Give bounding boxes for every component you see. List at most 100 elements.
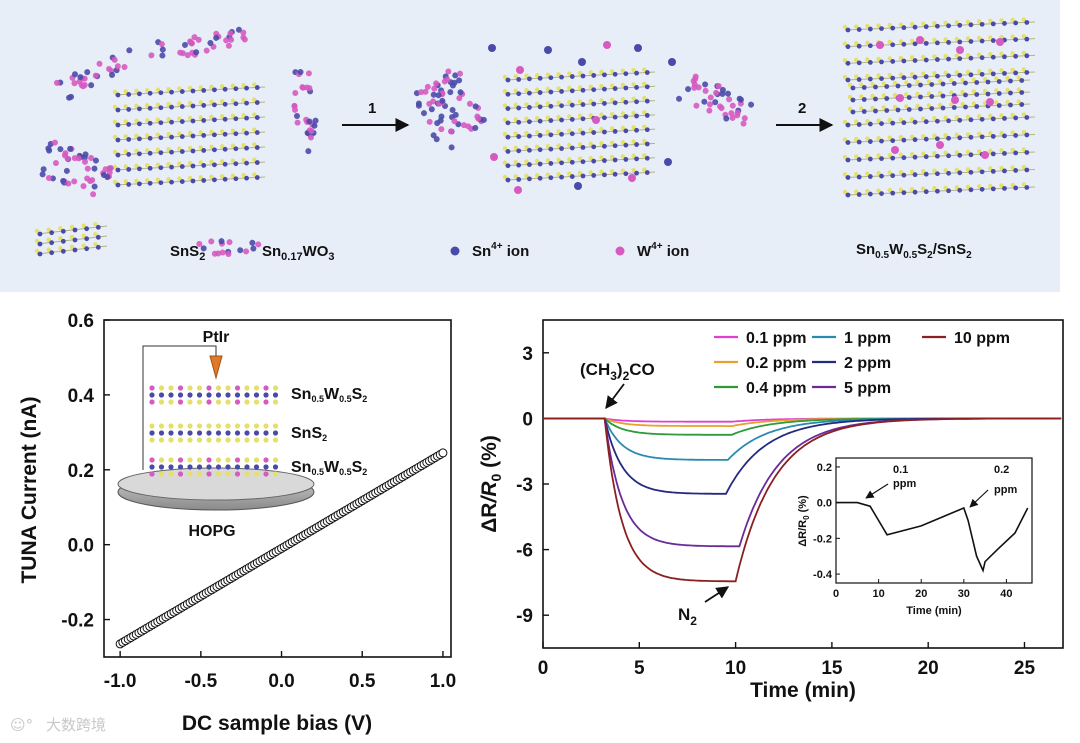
snwo3-cluster-top [148, 26, 248, 59]
ion-11 [664, 158, 672, 166]
inset-note-2b: ppm [994, 484, 1017, 496]
response-inset: 0 10 20 30 40 0.2 0.0 -0.2 -0.4 Time (min) ΔR/R0… [797, 457, 1033, 617]
ion-9 [574, 182, 582, 190]
iv-ytick-label: 0.0 [68, 536, 94, 557]
tuna-setup-inset: PtIr Sn0.5W0.5S2 SnS2 Sn0.5W0.5S2 HOPG [117, 329, 367, 540]
inset-xtick-label: 20 [915, 588, 927, 600]
layer-bot-label: Sn0.5W0.5S2 [291, 459, 367, 477]
ion-4 [516, 66, 524, 74]
w-site-3 [996, 38, 1004, 46]
w-site-4 [896, 94, 904, 102]
ion-3 [634, 44, 642, 52]
resp-xtick-label: 15 [821, 658, 843, 679]
ion-0 [488, 44, 496, 52]
legend-sns2-label: SnS2 [170, 243, 205, 263]
synthesis-schematic: 1 2 SnS2 Sn0.17WO3 Sn4+ ion W4+ ion Sn0.… [34, 17, 1036, 263]
watermark-text: 大数跨境 [46, 716, 106, 734]
inset-xtick-label: 40 [1000, 588, 1012, 600]
response-series [543, 417, 1062, 583]
iv-ytick-label: 0.2 [68, 461, 94, 482]
iv-xtick-label: 0.5 [349, 671, 376, 692]
resp-xtick-label: 20 [918, 658, 939, 679]
inset-layer-bot [149, 457, 279, 477]
snwo3-fragment-right [676, 73, 755, 127]
hetero-top-layers [842, 17, 1036, 83]
inset-note-2a: 0.2 [994, 464, 1009, 476]
inset-ytick-label: 0.2 [817, 462, 832, 474]
resp-ytick-label: 3 [522, 344, 533, 365]
iv-ylabel: TUNA Current (nA) [18, 396, 41, 583]
snwo3-cluster-icon [196, 238, 262, 258]
step-2-label: 2 [798, 100, 806, 117]
snwo3-fragment-left [413, 68, 487, 151]
resp-ytick-label: 0 [522, 409, 533, 430]
w-site-7 [891, 146, 899, 154]
n2-label: N2 [678, 605, 697, 628]
iv-xtick-label: 1.0 [430, 671, 456, 692]
legend-label: 2 ppm [844, 355, 891, 372]
resp-xtick-label: 25 [1014, 658, 1036, 679]
inset-ylabel: ΔR/R0 (%) [797, 495, 811, 547]
schematic-panel [0, 0, 1060, 292]
watermark: ☺° 大数跨境 [10, 716, 106, 734]
hopg-top-surface [117, 467, 315, 501]
legend-label: 1 ppm [844, 330, 891, 347]
snwo3-cluster-right [291, 69, 319, 155]
w-site-2 [956, 46, 964, 54]
legend-label: 0.2 ppm [746, 355, 806, 372]
w-site-0 [876, 41, 884, 49]
ion-8 [514, 186, 522, 194]
inset-layer-mid [149, 423, 279, 443]
legend-label: 5 ppm [844, 380, 891, 397]
w-site-9 [981, 151, 989, 159]
series-line-10-ppm [543, 417, 1062, 583]
layer-mid-label: SnS2 [291, 425, 327, 443]
w-site-5 [951, 96, 959, 104]
acetone-arrow [605, 383, 625, 410]
stage-3-heterostructure [842, 17, 1036, 198]
hetero-mid-layers [847, 75, 1031, 115]
w4-ion-icon [615, 246, 625, 256]
legend-label: 0.4 ppm [746, 380, 806, 397]
ptir-label: PtIr [203, 329, 230, 346]
iv-data-series [115, 448, 448, 649]
response-legend: 0.1 ppm 0.2 ppm 0.4 ppm 1 ppm 2 ppm 5 ppm 10 p… [714, 330, 1010, 397]
watermark-icon: ☺° [10, 716, 33, 734]
step-1-label: 1 [368, 100, 376, 117]
inset-layer-stack [149, 385, 279, 477]
inset-note-1a: 0.1 [893, 464, 908, 476]
snwo3-cluster-bottom [39, 139, 114, 198]
intercalated-layers [502, 67, 656, 183]
resp-xtick-label: 0 [538, 658, 549, 679]
inset-axis-ticks: 0 10 20 30 40 0.2 0.0 -0.2 -0.4 [813, 462, 1013, 600]
acetone-label: (CH3)2CO [580, 360, 655, 383]
schematic-legend [34, 222, 625, 258]
resp-ytick-label: -3 [516, 475, 533, 496]
ion-7 [490, 153, 498, 161]
circuit-wire [142, 345, 217, 470]
iv-ytick-label: 0.6 [68, 311, 94, 332]
sn4-ion-icon [450, 246, 460, 256]
ion-1 [544, 46, 552, 54]
layer-top-label: Sn0.5W0.5S2 [291, 386, 367, 404]
w-site-1 [916, 36, 924, 44]
w-site-8 [936, 141, 944, 149]
ion-10 [628, 174, 636, 182]
inset-series-line [836, 501, 1029, 573]
ion-12 [592, 116, 600, 124]
step-1-arrow: 1 [342, 100, 410, 132]
inset-xtick-label: 0 [833, 588, 839, 600]
inset-ytick-label: -0.4 [813, 569, 833, 581]
iv-xlabel: DC sample bias (V) [182, 712, 372, 735]
inset-xtick-label: 10 [872, 588, 884, 600]
snwo3-cluster-left [53, 47, 133, 101]
inset-xtick-label: 30 [958, 588, 970, 600]
n2-arrow [704, 586, 730, 603]
inset-ytick-label: -0.2 [813, 533, 832, 545]
inset-xlabel: Time (min) [906, 605, 962, 617]
legend-w-ion-label: W4+ ion [637, 241, 689, 260]
hopg-label: HOPG [188, 523, 235, 540]
response-xlabel: Time (min) [750, 679, 856, 702]
